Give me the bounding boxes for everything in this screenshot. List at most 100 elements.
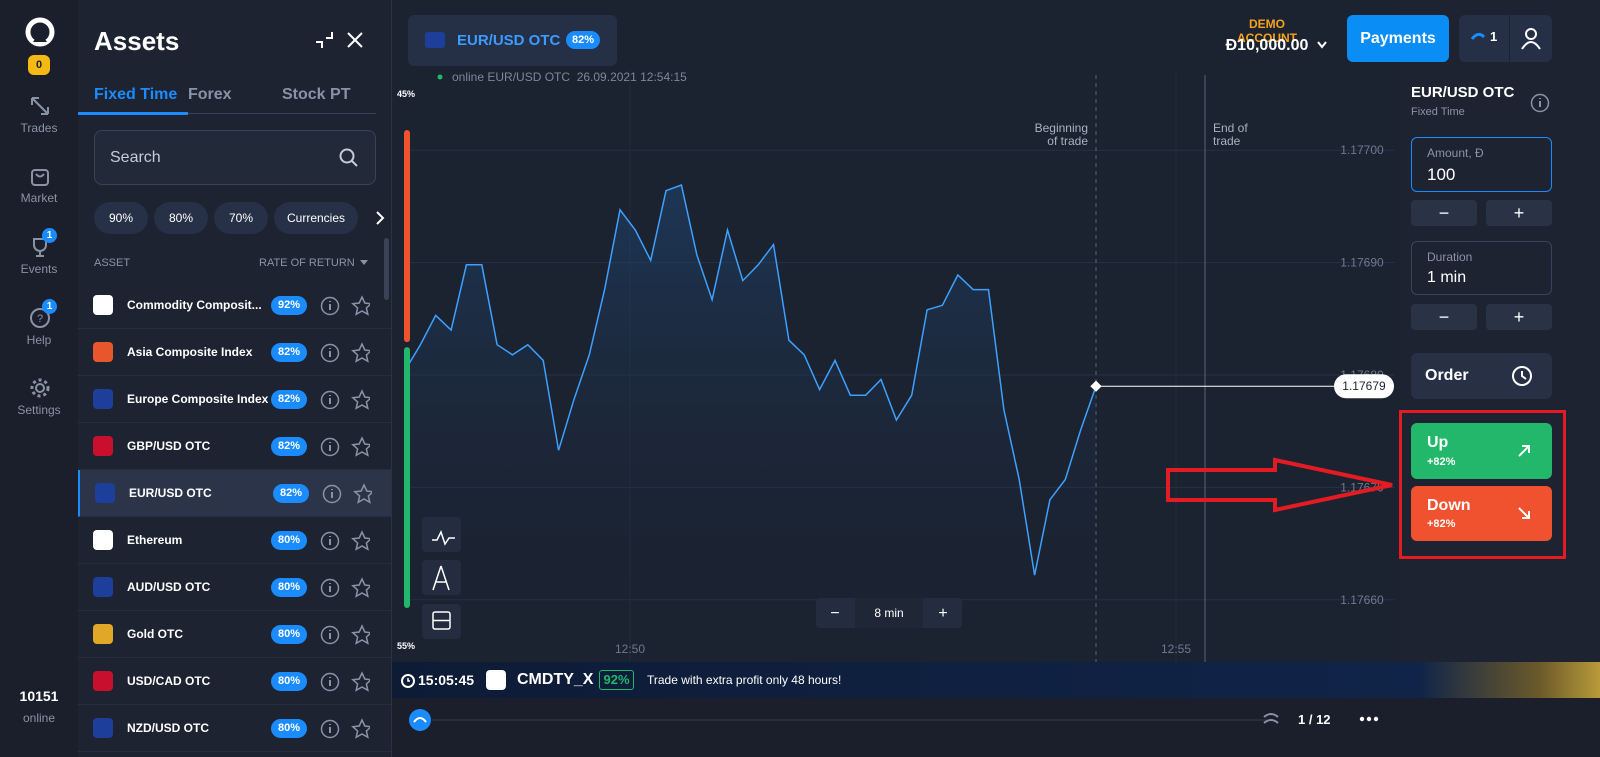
- down-button[interactable]: Down +82%: [1411, 486, 1552, 541]
- events-icon[interactable]: [29, 236, 51, 258]
- filter-chip[interactable]: 80%: [154, 202, 208, 234]
- more-button[interactable]: [1358, 715, 1380, 723]
- chart-tool[interactable]: [422, 560, 461, 595]
- asset-rate: 82%: [271, 390, 307, 409]
- user-box[interactable]: 1: [1459, 15, 1552, 62]
- search-box[interactable]: Search: [94, 130, 376, 185]
- tab[interactable]: Stock PT: [282, 86, 351, 103]
- info-icon[interactable]: [322, 483, 372, 505]
- asset-row[interactable]: Asia Composite Index 82%: [78, 329, 391, 376]
- info-icon[interactable]: [320, 436, 370, 458]
- duration-minus[interactable]: −: [1411, 304, 1477, 330]
- info-icon[interactable]: [320, 718, 370, 740]
- amount-plus[interactable]: +: [1486, 200, 1552, 226]
- clock-icon: [1512, 366, 1532, 386]
- tab[interactable]: Forex: [188, 86, 232, 103]
- balance[interactable]: Đ10,000.00: [1225, 37, 1309, 54]
- price-line: [404, 183, 1097, 576]
- asset-name: EUR/USD OTC: [129, 486, 212, 500]
- filter-chip[interactable]: 90%: [94, 202, 148, 234]
- current-pill: [1334, 374, 1394, 399]
- up-label: Up: [1427, 434, 1449, 451]
- filter-chip[interactable]: 70%: [214, 202, 268, 234]
- info-icon[interactable]: [320, 671, 370, 693]
- nav-item[interactable]: Events: [20, 262, 58, 276]
- help-icon[interactable]: ?: [29, 307, 51, 329]
- asset-row[interactable]: Ethereum 80%: [78, 517, 391, 564]
- logo: [25, 17, 55, 47]
- panel-controls[interactable]: [314, 30, 366, 50]
- asset-row[interactable]: Gold OTC 80%: [78, 611, 391, 658]
- asset-rate: 80%: [271, 719, 307, 738]
- online-count: 10151: [19, 688, 59, 704]
- panel-title: Assets: [94, 26, 180, 56]
- zoom-value: 8 min: [874, 606, 903, 620]
- y-tick-label: 1.17660: [1340, 593, 1384, 607]
- search-placeholder: Search: [110, 149, 161, 166]
- asset-rate: 82%: [271, 437, 307, 456]
- end-label: End of: [1213, 121, 1248, 135]
- asset-row[interactable]: Europe Composite Index 82%: [78, 376, 391, 423]
- asset-rate: 82%: [271, 343, 307, 362]
- asset-row[interactable]: AUD/USD OTC 80%: [78, 564, 391, 611]
- info-icon[interactable]: [320, 577, 370, 599]
- duration-input[interactable]: Duration 1 min: [1411, 241, 1552, 295]
- asset-name: Commodity Composit...: [127, 298, 262, 312]
- chart-tool[interactable]: [422, 604, 461, 639]
- beginning-label: of trade: [1047, 134, 1088, 148]
- info-icon[interactable]: [320, 624, 370, 646]
- ticker-rate: 92%: [599, 670, 634, 690]
- info-icon[interactable]: [1530, 93, 1550, 113]
- market-icon[interactable]: [29, 166, 51, 188]
- duration-label: Duration: [1427, 250, 1473, 264]
- info-icon[interactable]: [320, 530, 370, 552]
- x-tick-label: 12:55: [1161, 642, 1191, 656]
- asset-icon: [93, 530, 113, 550]
- payments-button[interactable]: Payments: [1347, 15, 1449, 62]
- nav-item[interactable]: Help: [26, 333, 52, 347]
- tab[interactable]: Fixed Time: [94, 86, 178, 103]
- info-icon[interactable]: [320, 389, 370, 411]
- asset-icon: [486, 670, 506, 690]
- up-button[interactable]: Up +82%: [1411, 423, 1552, 479]
- trades-icon[interactable]: [29, 95, 51, 117]
- sentiment-label: 45%: [397, 89, 415, 99]
- y-tick-label: 1.17700: [1340, 143, 1384, 157]
- events-badge: 1: [42, 228, 57, 243]
- sort-icon[interactable]: [359, 259, 369, 267]
- settings-icon[interactable]: [29, 377, 51, 399]
- pair-selector[interactable]: EUR/USD OTC 82%: [408, 15, 617, 66]
- asset-row[interactable]: EUR/USD OTC 82%: [78, 470, 391, 517]
- annotation-arrow: [1166, 457, 1393, 513]
- slider-handle[interactable]: [408, 708, 432, 732]
- asset-row[interactable]: USD/CAD OTC 80%: [78, 658, 391, 705]
- asset-rate: 80%: [271, 531, 307, 550]
- status-text: online EUR/USD OTC 26.09.2021 12:54:15: [452, 70, 687, 84]
- slider-track[interactable]: [432, 719, 1272, 721]
- scroll-right[interactable]: [374, 210, 386, 226]
- balance-chevron[interactable]: [1316, 40, 1328, 50]
- order-button[interactable]: Order: [1411, 353, 1552, 399]
- info-icon[interactable]: [320, 295, 370, 317]
- nav-item[interactable]: Market: [20, 191, 58, 205]
- ticker-message: Trade with extra profit only 48 hours!: [647, 673, 842, 687]
- zoom-plus: +: [938, 605, 947, 622]
- filter-chip[interactable]: Currencies: [274, 202, 358, 234]
- amount-minus[interactable]: −: [1411, 200, 1477, 226]
- asset-row[interactable]: NZD/USD OTC 80%: [78, 705, 391, 752]
- column-header[interactable]: RATE OF RETURN: [259, 257, 355, 269]
- account-label: DEMO ACCOUNT: [1237, 17, 1297, 45]
- asset-row[interactable]: GBP/USD OTC 82%: [78, 423, 391, 470]
- ticker-bar[interactable]: 15:05:45 CMDTY_X 92% Trade with extra pr…: [392, 662, 1600, 698]
- sentiment-buy: [404, 347, 410, 608]
- sentiment-label: 55%: [397, 641, 415, 651]
- svg-text:?: ?: [37, 313, 43, 325]
- amount-input[interactable]: Amount, Đ 100: [1411, 137, 1552, 192]
- scrollbar[interactable]: [384, 238, 389, 300]
- duration-plus[interactable]: +: [1486, 304, 1552, 330]
- tool-icons: [432, 530, 455, 630]
- info-icon[interactable]: [320, 342, 370, 364]
- nav-item[interactable]: Settings: [17, 403, 61, 417]
- asset-row[interactable]: Commodity Composit... 92%: [78, 282, 391, 329]
- nav-item[interactable]: Trades: [20, 121, 58, 135]
